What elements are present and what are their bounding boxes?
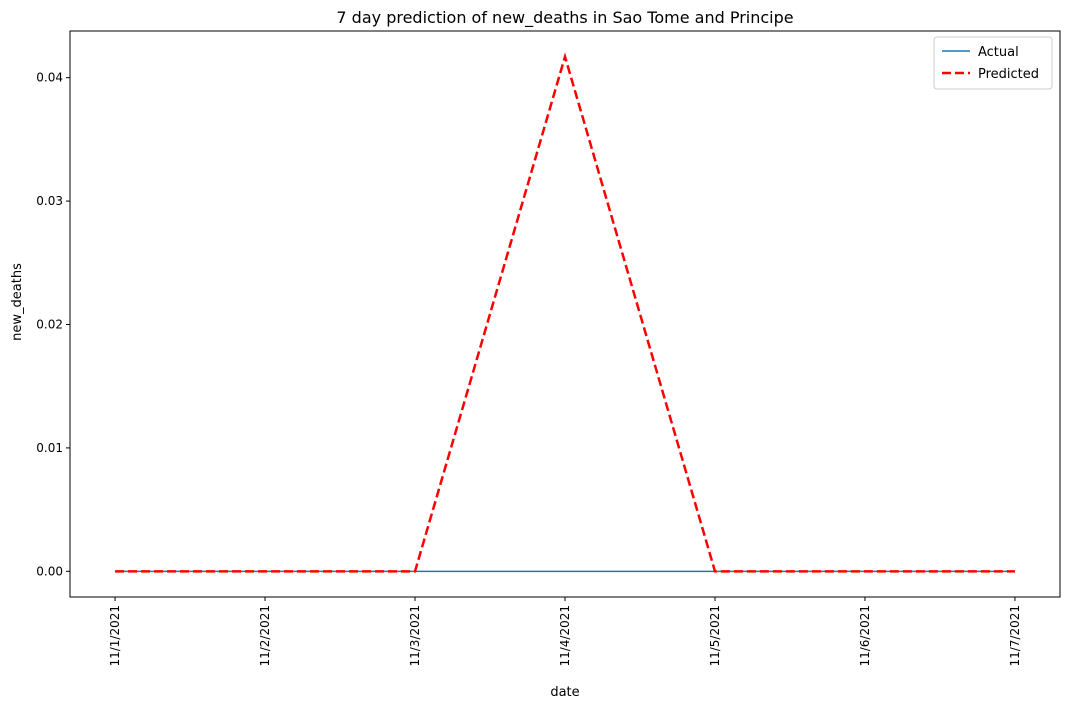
y-tick-label: 0.02 [36, 317, 63, 331]
x-tick-label: 11/5/2021 [708, 605, 722, 667]
plot-area: 0.00 0.01 0.02 0.03 0.04 11/1/2021 11/2/2021 11… [36, 30, 1061, 667]
y-tick-label: 0.04 [36, 71, 63, 85]
x-tick-label: 11/2/2021 [258, 605, 272, 667]
y-tick-label: 0.00 [36, 564, 63, 578]
chart-title: 7 day prediction of new_deaths in Sao To… [336, 8, 793, 28]
series-line-predicted [115, 52, 1015, 573]
y-axis-label: new_deaths [10, 263, 25, 341]
x-tick-label: 11/6/2021 [858, 605, 872, 667]
y-tick-label: 0.01 [36, 441, 63, 455]
legend-label-actual: Actual [978, 45, 1019, 60]
x-axis-label: date [550, 685, 579, 700]
legend-box [933, 36, 1053, 90]
x-tick-label: 11/3/2021 [408, 605, 422, 667]
x-tick-label: 11/7/2021 [1008, 605, 1022, 667]
y-tick-label: 0.03 [36, 194, 63, 208]
legend-label-predicted: Predicted [978, 67, 1039, 82]
x-tick-label: 11/1/2021 [108, 605, 122, 667]
legend: Actual Predicted [933, 36, 1053, 90]
x-tick-label: 11/4/2021 [558, 605, 572, 667]
plot-frame [69, 30, 1061, 598]
